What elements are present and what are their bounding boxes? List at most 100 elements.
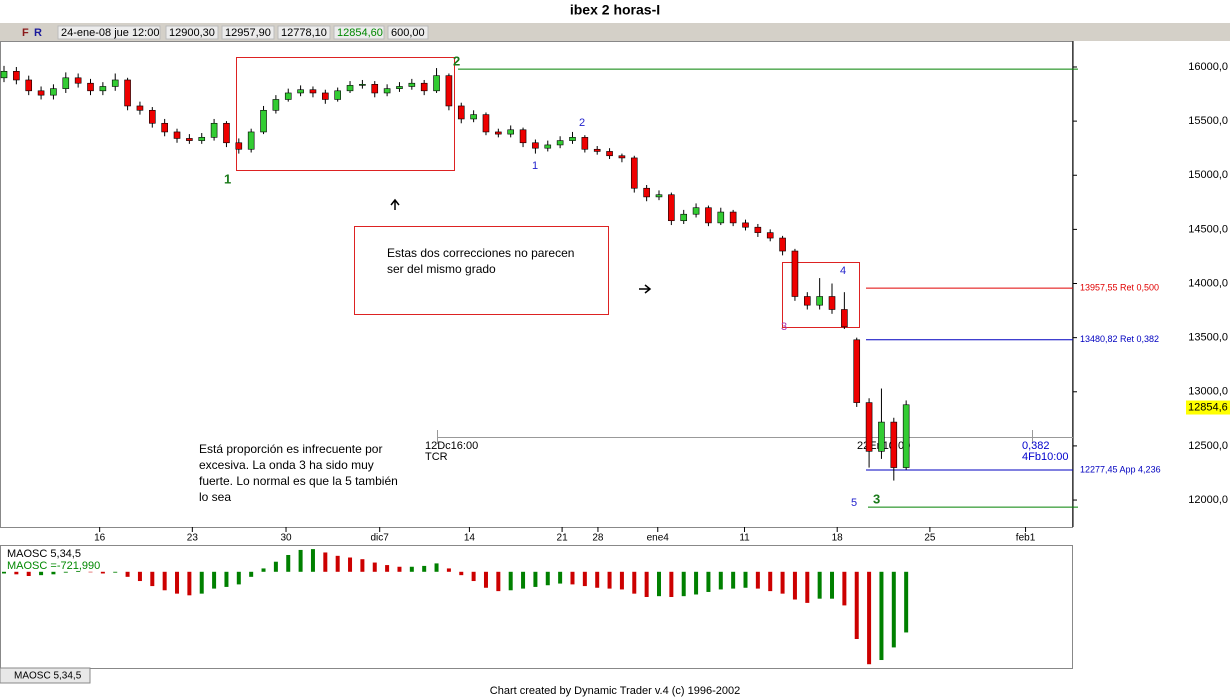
osc-bar xyxy=(100,571,105,574)
candle-body xyxy=(408,82,416,87)
header-f[interactable]: F xyxy=(22,27,29,39)
candle-body xyxy=(668,194,675,222)
last-price-label: 12854,6 xyxy=(1188,401,1228,413)
candle-body xyxy=(284,92,292,100)
osc-bar xyxy=(335,555,340,572)
level-label: 12277,45 App 4,236 xyxy=(1080,464,1161,474)
osc-bar xyxy=(26,571,31,576)
x-tick-label: 11 xyxy=(739,533,750,544)
comment-text: fuerte. Lo normal es que la 5 también xyxy=(199,474,398,488)
osc-bar xyxy=(113,571,118,573)
candle-body xyxy=(853,339,861,403)
candle-body xyxy=(223,122,230,144)
osc-bar xyxy=(63,571,68,573)
header-field xyxy=(333,25,385,40)
tab[interactable] xyxy=(0,667,91,684)
wave-label: 4 xyxy=(840,265,846,277)
y-tick-label: 13000,0 xyxy=(1188,386,1228,398)
candle-body xyxy=(297,89,304,94)
x-tick-label: 18 xyxy=(832,533,844,544)
comment-text: Está proporción es infrecuente por xyxy=(199,442,382,456)
highlight-box xyxy=(782,262,860,328)
header-field-text: 12854,60 xyxy=(337,27,383,39)
header-field-text: 600,00 xyxy=(391,27,425,39)
osc-bar xyxy=(558,571,563,584)
candle-body xyxy=(309,89,317,94)
header-field xyxy=(57,25,161,40)
x-tick-label: 14 xyxy=(464,533,476,544)
osc-bar xyxy=(372,562,377,572)
highlight-box xyxy=(236,57,455,171)
x-tick-label: ene4 xyxy=(647,533,670,544)
candle-body xyxy=(717,211,725,224)
level-label: 13957,55 Ret 0,500 xyxy=(1080,282,1159,292)
header-r[interactable]: R xyxy=(34,27,42,39)
osc-bar xyxy=(632,571,637,594)
osc-bar xyxy=(397,566,402,572)
osc-bar xyxy=(656,571,661,597)
x-tick-label: 30 xyxy=(280,533,292,544)
osc-bar xyxy=(533,571,538,587)
y-tick-label: 14500,0 xyxy=(1188,223,1228,235)
osc-bar xyxy=(854,571,859,640)
header-field-text: 12957,90 xyxy=(225,27,271,39)
candle-body xyxy=(260,109,267,133)
candle-body xyxy=(198,137,206,141)
osc-bar xyxy=(422,565,427,572)
candle-body xyxy=(396,86,403,89)
osc-panel xyxy=(0,545,1073,669)
y-tick-label: 13500,0 xyxy=(1188,332,1228,344)
osc-bar xyxy=(879,571,884,661)
note-text: ser del mismo grado xyxy=(387,262,496,276)
osc-bar xyxy=(904,571,909,633)
osc-bar xyxy=(867,571,872,665)
candle-body xyxy=(878,421,885,452)
osc-bar xyxy=(273,561,278,572)
osc-bar xyxy=(792,571,797,600)
osc-bar xyxy=(310,549,315,572)
tab-label[interactable]: MAOSC 5,34,5 xyxy=(14,671,82,682)
arrow-right xyxy=(639,284,652,294)
candle-body xyxy=(618,155,626,159)
x-tick-label: feb1 xyxy=(1016,533,1036,544)
candle-body xyxy=(766,232,774,239)
osc-bar xyxy=(261,568,266,572)
osc-bar xyxy=(14,571,19,575)
comment-text: excesiva. La onda 3 ha sido muy xyxy=(199,458,374,472)
osc-name: MAOSC 5,34,5 xyxy=(7,548,81,560)
osc-bar xyxy=(644,571,649,598)
osc-bar xyxy=(125,571,130,577)
candle-body xyxy=(544,144,552,149)
osc-bar xyxy=(681,571,686,597)
osc-bar xyxy=(348,557,353,572)
candle-body xyxy=(161,122,168,133)
candle-body xyxy=(50,88,57,96)
header-field xyxy=(221,25,275,40)
header-field xyxy=(387,25,429,40)
osc-bar xyxy=(545,571,550,586)
osc-bar xyxy=(780,571,785,594)
window-title: ibex 2 horas-I xyxy=(570,2,660,18)
note-box xyxy=(354,226,609,315)
candle-body xyxy=(62,77,70,89)
candle-body xyxy=(0,71,8,79)
osc-bar xyxy=(409,566,414,572)
osc-bar xyxy=(286,554,291,572)
candle-body xyxy=(779,237,786,252)
footer: Chart created by Dynamic Trader v.4 (c) … xyxy=(490,685,740,697)
osc-bar xyxy=(718,571,723,590)
candle-body xyxy=(816,296,823,306)
y-tick-label: 12500,0 xyxy=(1188,440,1228,452)
osc-bar xyxy=(805,571,810,603)
osc-bar xyxy=(521,571,526,589)
osc-bar xyxy=(137,571,142,582)
osc-bar xyxy=(162,571,167,591)
candle-body xyxy=(235,142,243,150)
osc-bar xyxy=(360,559,365,572)
osc-bar xyxy=(88,571,93,573)
y-tick-label: 16000,0 xyxy=(1188,61,1228,73)
candle-body xyxy=(272,99,280,111)
osc-bar xyxy=(175,571,180,594)
osc-bar xyxy=(768,571,773,592)
x-tick-label: 16 xyxy=(94,533,106,544)
